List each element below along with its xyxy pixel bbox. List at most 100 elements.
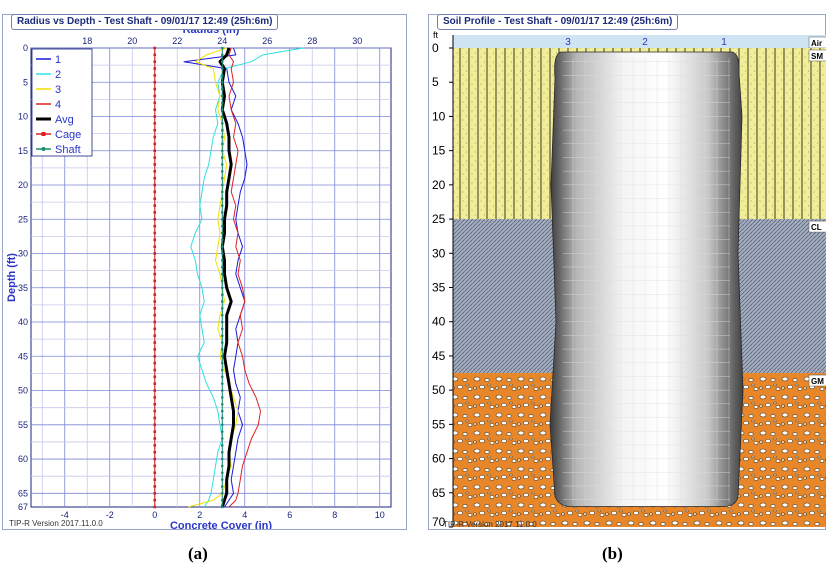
soil-layer-label-box	[808, 220, 826, 233]
depth-tick-label: 35	[432, 281, 446, 295]
series-marker-cage	[153, 286, 157, 290]
series-marker-shaft	[220, 402, 224, 406]
series-marker-shaft	[220, 354, 224, 358]
series-marker-cage	[153, 46, 157, 50]
shaft-body	[549, 51, 744, 507]
y-tick-label: 50	[18, 386, 28, 396]
series-marker-cage	[153, 396, 157, 399]
series-marker-shaft	[220, 204, 224, 207]
depth-tick-label: 30	[432, 246, 446, 260]
series-marker-shaft	[220, 396, 224, 399]
y-tick-label: 30	[18, 249, 28, 259]
series-marker-shaft	[220, 265, 224, 269]
y-tick-label: 10	[18, 112, 28, 122]
series-marker-shaft	[220, 313, 224, 317]
series-marker-shaft	[220, 498, 224, 502]
series-marker-cage	[153, 416, 157, 420]
series-marker-cage	[153, 348, 157, 351]
x-bottom-tick-label: 0	[152, 510, 157, 520]
series-marker-cage	[153, 252, 157, 255]
series-marker-cage	[153, 115, 157, 118]
series-marker-shaft	[220, 74, 224, 77]
series-marker-shaft	[220, 505, 224, 509]
series-marker-shaft	[220, 437, 224, 440]
series-marker-shaft	[220, 334, 224, 338]
soil-panel-title: Soil Profile - Test Shaft - 09/01/17 12:…	[437, 14, 679, 30]
soil-profile-chart: Air SM CL GM 3 2 1 ft0 5 10 15 20 25 30 35 40 45 50 55 60 65…	[432, 30, 826, 529]
series-marker-cage	[153, 74, 157, 77]
x-bottom-tick-label: 6	[287, 510, 292, 520]
soil-layer-label-box	[808, 49, 826, 62]
series-marker-cage	[153, 505, 157, 509]
series-marker-cage	[153, 498, 157, 502]
series-marker-shaft	[220, 279, 224, 283]
series-marker-cage	[153, 320, 157, 324]
legend-label-avg: Avg	[55, 114, 74, 126]
series-line-4	[228, 47, 261, 508]
legend-marker-shaft	[41, 147, 46, 151]
y-tick-label: 40	[18, 317, 28, 327]
series-marker-shaft	[220, 245, 224, 248]
column-label-2: 2	[642, 37, 648, 48]
y-tick-label: 45	[18, 351, 28, 361]
series-marker-shaft	[220, 464, 224, 468]
series-marker-shaft	[220, 115, 224, 118]
series-marker-cage	[153, 361, 157, 365]
series-marker-cage	[153, 478, 157, 481]
soil-panel-version: TIP-R Version 2017.11.0.0	[443, 520, 537, 529]
series-marker-shaft	[220, 389, 224, 392]
radius-panel-version: TIP-R Version 2017.11.0.0	[9, 519, 103, 528]
depth-tick-label: 45	[432, 349, 446, 363]
series-marker-shaft	[220, 450, 224, 454]
series-marker-shaft	[220, 348, 224, 351]
series-marker-cage	[153, 375, 157, 379]
depth-tick-label: 60	[432, 452, 446, 466]
series-marker-shaft	[220, 176, 224, 180]
y-tick-label: 65	[18, 488, 28, 498]
series-marker-cage	[153, 170, 157, 173]
series-marker-cage	[153, 163, 157, 166]
series-marker-cage	[153, 238, 157, 242]
series-marker-cage	[153, 156, 157, 159]
series-marker-shaft	[220, 197, 224, 201]
series-marker-cage	[153, 94, 157, 98]
series-marker-shaft	[220, 416, 224, 420]
series-marker-cage	[153, 204, 157, 207]
series-marker-cage	[153, 176, 157, 180]
x-top-tick-label: 26	[262, 36, 272, 46]
x-top-tick-label: 24	[217, 36, 227, 46]
radius-vs-depth-panel: 18 20 22 24 26 28 30 Radius (in) -4 -2 0 2 4 6 8 10 Conc…	[2, 14, 407, 530]
depth-tick-label: 0	[432, 41, 439, 55]
depth-tick-label: 70	[432, 515, 446, 529]
y-tick-label: 15	[18, 146, 28, 156]
series-marker-shaft	[220, 485, 224, 488]
column-label-3: 3	[565, 37, 571, 48]
series-marker-cage	[153, 402, 157, 406]
series-marker-cage	[153, 217, 157, 221]
series-marker-cage	[153, 313, 157, 317]
depth-tick-label: 65	[432, 486, 446, 500]
y-tick-label: 20	[18, 180, 28, 190]
series-marker-shaft	[220, 286, 224, 290]
y-tick-label: 67	[18, 502, 28, 512]
series-marker-shaft	[220, 101, 224, 105]
y-tick-label: 35	[18, 283, 28, 293]
series-marker-cage	[153, 272, 157, 276]
legend-label-2: 2	[55, 69, 61, 81]
series-marker-shaft	[220, 94, 224, 98]
series-marker-shaft	[220, 224, 224, 228]
series-marker-cage	[153, 80, 157, 84]
soil-layer-label-box	[808, 374, 826, 387]
series-marker-cage	[153, 60, 157, 64]
x-bottom-tick-label: 2	[197, 510, 202, 520]
series-marker-shaft	[220, 128, 224, 132]
series-marker-cage	[153, 327, 157, 331]
series-marker-shaft	[220, 156, 224, 159]
caption-b: (b)	[602, 544, 623, 563]
series-marker-cage	[153, 149, 157, 153]
legend-label-3: 3	[55, 84, 61, 96]
x-top-tick-label: 28	[307, 36, 317, 46]
series-marker-cage	[153, 183, 157, 187]
depth-tick-label: 25	[432, 212, 446, 226]
series-marker-shaft	[220, 190, 224, 194]
